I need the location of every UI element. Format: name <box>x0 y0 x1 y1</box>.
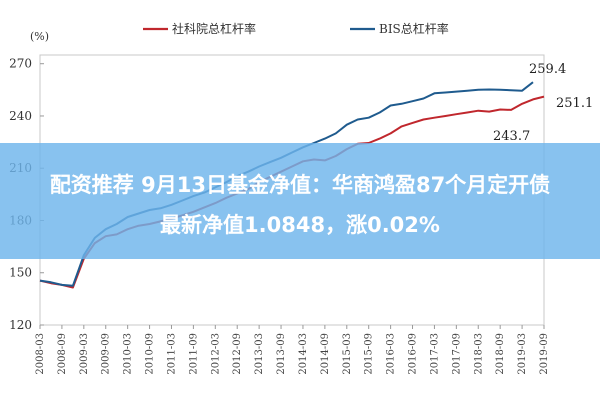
x-tick-label: 2013-03 <box>254 333 265 375</box>
y-tick-label: 150 <box>9 266 32 280</box>
x-tick-label: 2009-03 <box>79 333 90 375</box>
legend-label-series-0: 社科院总杠杆率 <box>172 21 256 36</box>
data-label-cass-dip: 243.7 <box>493 129 530 144</box>
x-tick-label: 2018-03 <box>473 333 484 375</box>
x-tick-label: 2012-03 <box>210 333 221 375</box>
x-tick-label: 2017-03 <box>429 333 440 375</box>
x-tick-label: 2017-09 <box>451 333 462 375</box>
x-tick-label: 2008-03 <box>35 333 46 375</box>
x-tick-label: 2014-09 <box>320 333 331 375</box>
x-tick-label: 2011-09 <box>188 333 199 375</box>
headline-banner: 配资推荐 9月13日基金净值：华商鸿盈87个月定开债 最新净值1.0848，涨0… <box>0 143 600 259</box>
x-tick-label: 2008-09 <box>57 333 68 375</box>
x-tick-label: 2019-09 <box>539 333 550 375</box>
x-tick-label: 2016-09 <box>408 333 419 375</box>
x-tick-label: 2014-03 <box>298 333 309 375</box>
x-tick-label: 2019-03 <box>517 333 528 375</box>
x-tick-label: 2018-09 <box>495 333 506 375</box>
legend: 社科院总杠杆率 BIS总杠杆率 <box>143 21 449 36</box>
x-tick-label: 2009-09 <box>101 333 112 375</box>
x-axis: 2008-03 2008-09 2009-03 2009-09 2010-03 2010-… <box>35 325 550 375</box>
data-labels: 259.4 251.1 243.7 <box>493 62 593 144</box>
x-tick-label: 2012-09 <box>232 333 243 375</box>
x-tick-label: 2010-03 <box>123 333 134 375</box>
headline-line-2: 最新净值1.0848，涨0.02% <box>160 213 440 237</box>
legend-label-series-1: BIS总杠杆率 <box>379 21 449 36</box>
y-tick-label: 120 <box>9 318 32 332</box>
y-tick-label: 270 <box>9 57 32 71</box>
x-tick-label: 2016-03 <box>386 333 397 375</box>
x-tick-label: 2015-09 <box>364 333 375 375</box>
y-axis-unit: (%) <box>30 30 49 43</box>
data-label-bis-last: 259.4 <box>529 62 566 77</box>
x-tick-label: 2013-09 <box>276 333 287 375</box>
data-label-cass-last: 251.1 <box>556 96 593 111</box>
x-tick-label: 2010-09 <box>145 333 156 375</box>
x-tick-label: 2015-03 <box>342 333 353 375</box>
headline-line-1: 配资推荐 9月13日基金净值：华商鸿盈87个月定开债 <box>49 173 551 197</box>
x-tick-label: 2011-03 <box>166 333 177 375</box>
y-tick-label: 240 <box>9 109 32 123</box>
